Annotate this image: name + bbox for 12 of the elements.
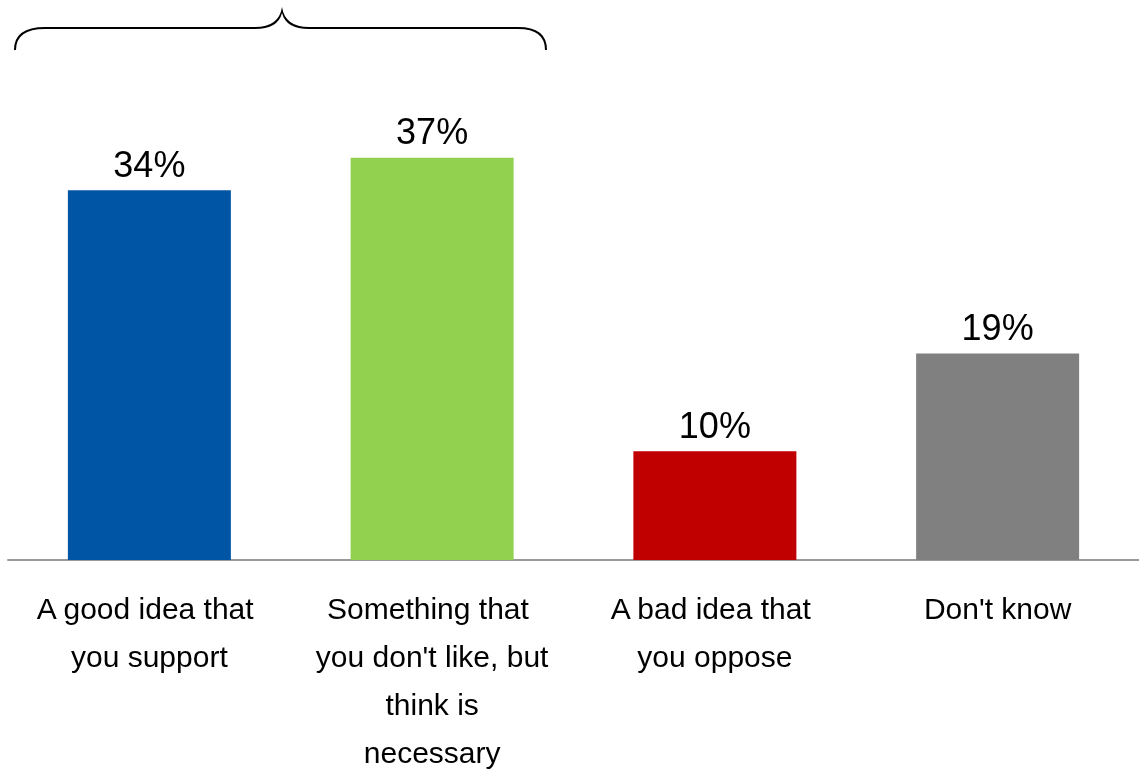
x-tick-label: Something that you don't like, but think is necessary bbox=[315, 591, 550, 769]
data-label: 37% bbox=[396, 111, 469, 153]
bar bbox=[633, 451, 797, 560]
x-tick-label: A bad idea that you oppose bbox=[610, 591, 820, 673]
bar bbox=[67, 190, 231, 560]
bar bbox=[916, 353, 1080, 560]
bar bbox=[350, 157, 514, 560]
data-label: 34% bbox=[113, 143, 186, 185]
data-label: 10% bbox=[678, 404, 751, 446]
x-tick-label: Don't know bbox=[923, 591, 1072, 625]
x-tick-label: A good idea that you support bbox=[36, 591, 262, 673]
data-label: 19% bbox=[961, 306, 1034, 348]
